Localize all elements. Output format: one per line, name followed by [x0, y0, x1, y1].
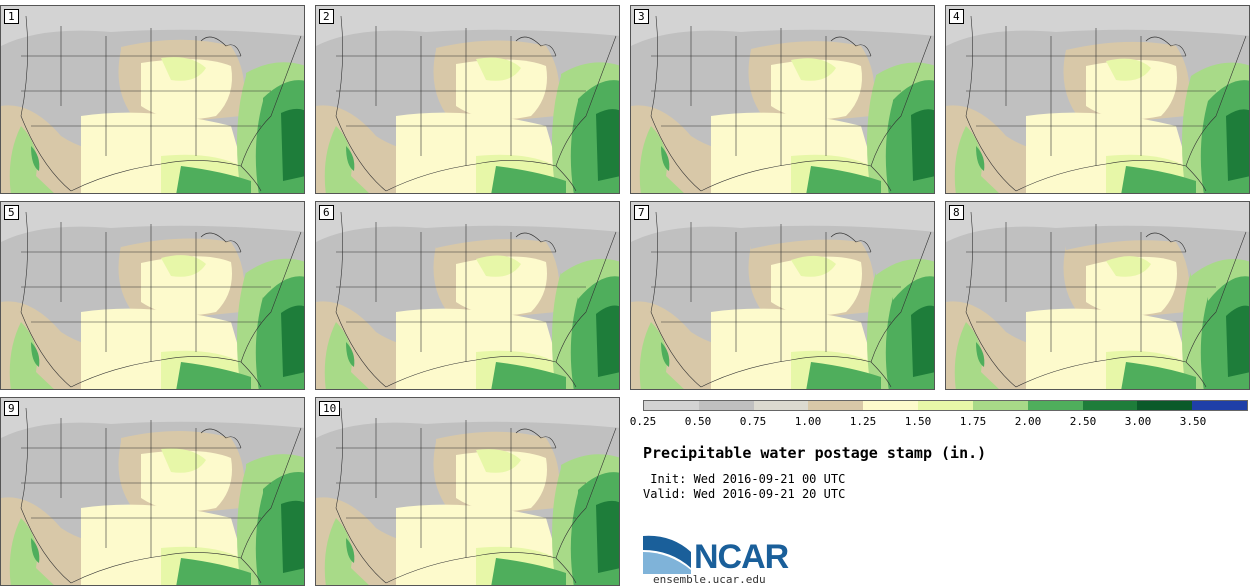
colorbar-tick-label: 0.75	[739, 415, 767, 428]
map-title: Precipitable water postage stamp (in.)	[643, 444, 987, 462]
colorbar-segment	[644, 401, 699, 410]
colorbar	[643, 400, 1248, 411]
colorbar-tick-label: 1.25	[849, 415, 877, 428]
stamp-member-number: 1	[4, 9, 19, 24]
colorbar-segment	[698, 401, 754, 410]
postage-stamp-map: 4	[945, 5, 1250, 194]
colorbar-segment	[1137, 401, 1193, 410]
colorbar-segment	[863, 401, 919, 410]
postage-stamp-map: 3	[630, 5, 935, 194]
colorbar-tick-label: 1.00	[794, 415, 822, 428]
colorbar-tick-label: 2.50	[1069, 415, 1097, 428]
stamp-member-number: 5	[4, 205, 19, 220]
postage-stamp-map: 9	[0, 397, 305, 586]
valid-time: Valid: Wed 2016-09-21 20 UTC	[643, 487, 846, 501]
colorbar-tick-label: 0.25	[629, 415, 657, 428]
colorbar-tick-label: 3.50	[1179, 415, 1207, 428]
colorbar-segment	[972, 401, 1028, 410]
ncar-logo-text: NCAR	[694, 538, 789, 576]
init-time: Init: Wed 2016-09-21 00 UTC	[643, 472, 846, 486]
colorbar-segment	[1192, 401, 1247, 410]
colorbar-tick-label: 0.50	[684, 415, 712, 428]
colorbar-segment	[808, 401, 864, 410]
stamp-member-number: 10	[319, 401, 341, 416]
logo-url: ensemble.ucar.edu	[653, 573, 766, 586]
stamp-member-number: 7	[634, 205, 649, 220]
postage-stamp-map: 7	[630, 201, 935, 390]
postage-stamp-map: 2	[315, 5, 620, 194]
colorbar-tick-label: 1.75	[959, 415, 987, 428]
stamp-member-number: 9	[4, 401, 19, 416]
stamp-member-number: 8	[949, 205, 964, 220]
stamp-member-number: 4	[949, 9, 964, 24]
colorbar-tick-label: 3.00	[1124, 415, 1152, 428]
colorbar-tick-label: 1.50	[904, 415, 932, 428]
ncar-logo-icon	[643, 535, 691, 574]
colorbar-segment	[753, 401, 809, 410]
stamp-member-number: 2	[319, 9, 334, 24]
colorbar-tick-label: 2.00	[1014, 415, 1042, 428]
postage-stamp-map: 10	[315, 397, 620, 586]
postage-stamp-map: 6	[315, 201, 620, 390]
stamp-member-number: 3	[634, 9, 649, 24]
postage-stamp-map: 8	[945, 201, 1250, 390]
colorbar-segment	[918, 401, 973, 410]
stamp-member-number: 6	[319, 205, 334, 220]
colorbar-segment	[1027, 401, 1083, 410]
postage-stamp-map: 1	[0, 5, 305, 194]
colorbar-segment	[1082, 401, 1138, 410]
postage-stamp-map: 5	[0, 201, 305, 390]
